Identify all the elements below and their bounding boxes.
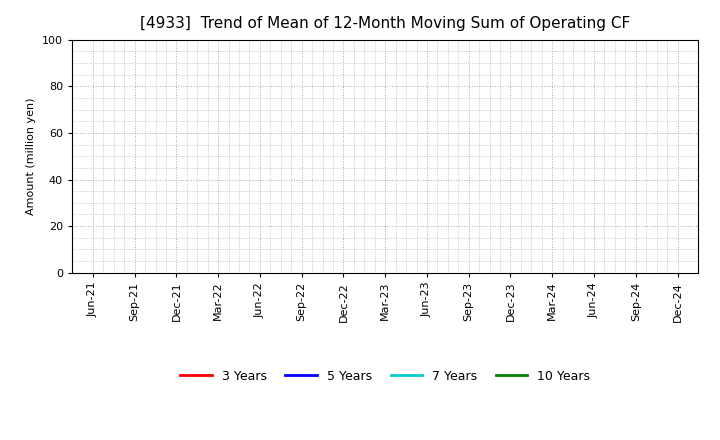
Y-axis label: Amount (million yen): Amount (million yen) — [27, 97, 37, 215]
Legend: 3 Years, 5 Years, 7 Years, 10 Years: 3 Years, 5 Years, 7 Years, 10 Years — [176, 365, 595, 388]
Title: [4933]  Trend of Mean of 12-Month Moving Sum of Operating CF: [4933] Trend of Mean of 12-Month Moving … — [140, 16, 630, 32]
